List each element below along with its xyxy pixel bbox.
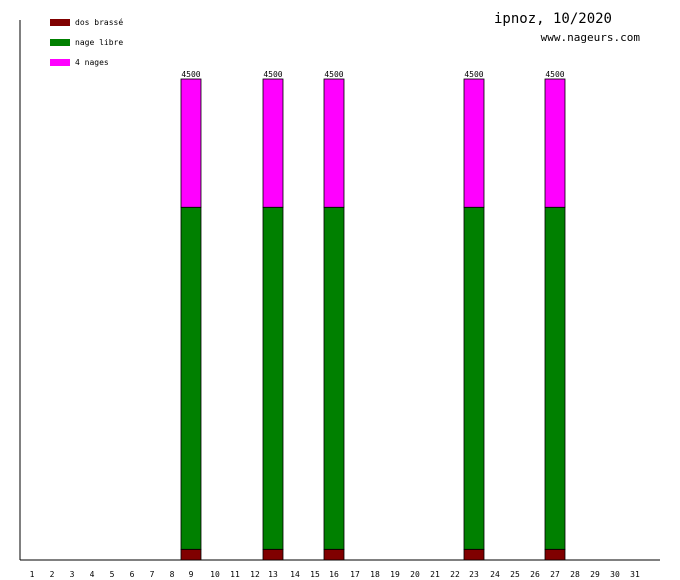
- legend-swatch-nage-libre: [50, 39, 70, 46]
- x-tick-label-2: 2: [50, 570, 55, 579]
- x-tick-label-21: 21: [430, 570, 440, 579]
- chart-subtitle: www.nageurs.com: [541, 31, 641, 44]
- legend-label-4-nages: 4 nages: [75, 58, 109, 67]
- legend: dos brassé nage libre 4 nages: [50, 17, 123, 67]
- bar-day-27-4-nages: [544, 78, 566, 208]
- x-tick-label-30: 30: [610, 570, 620, 579]
- data-label-day-9: 4500: [181, 70, 200, 79]
- data-labels: 4500 4500 4500 4500 4500: [181, 70, 564, 79]
- x-tick-label-5: 5: [110, 570, 115, 579]
- x-tick-label-4: 4: [90, 570, 95, 579]
- x-tick-label-7: 7: [150, 570, 155, 579]
- x-tick-label-17: 17: [350, 570, 360, 579]
- x-tick-label-25: 25: [510, 570, 520, 579]
- bar-day-16-dos-brasse: [323, 548, 345, 561]
- x-tick-label-11: 11: [230, 570, 240, 579]
- x-tick-label-14: 14: [290, 570, 300, 579]
- legend-swatch-dos-brasse: [50, 19, 70, 26]
- bar-day-27-nage-libre: [544, 206, 566, 550]
- x-tick-label-20: 20: [410, 570, 420, 579]
- bar-day-13-4-nages: [262, 78, 284, 208]
- x-tick-label-27: 27: [550, 570, 560, 579]
- x-tick-label-24: 24: [490, 570, 500, 579]
- bars: [180, 78, 566, 561]
- bar-day-16-4-nages: [323, 78, 345, 208]
- bar-day-9-nage-libre: [180, 206, 202, 550]
- x-tick-labels: 1 2 3 4 5 6 7 8 9 10 11 12 13 14 15 16 17 18 19 20 21 22 23 24 2…: [30, 570, 640, 579]
- x-tick-label-13: 13: [268, 570, 278, 579]
- data-label-day-23: 4500: [464, 70, 483, 79]
- x-tick-label-18: 18: [370, 570, 380, 579]
- bar-day-23-dos-brasse: [463, 548, 485, 561]
- x-tick-label-3: 3: [70, 570, 75, 579]
- data-label-day-27: 4500: [545, 70, 564, 79]
- bar-day-9-dos-brasse: [180, 548, 202, 561]
- chart-title: ipnoz, 10/2020: [494, 11, 612, 27]
- bar-day-23-nage-libre: [463, 206, 485, 550]
- x-tick-label-9: 9: [189, 570, 194, 579]
- x-tick-label-16: 16: [329, 570, 339, 579]
- x-tick-label-22: 22: [450, 570, 460, 579]
- bar-day-27-dos-brasse: [544, 548, 566, 561]
- x-tick-label-31: 31: [630, 570, 640, 579]
- x-tick-label-19: 19: [390, 570, 400, 579]
- x-tick-label-6: 6: [130, 570, 135, 579]
- bar-day-16-nage-libre: [323, 206, 345, 550]
- x-tick-label-26: 26: [530, 570, 540, 579]
- bar-day-23-4-nages: [463, 78, 485, 208]
- data-label-day-13: 4500: [263, 70, 282, 79]
- bar-day-13-dos-brasse: [262, 548, 284, 561]
- bar-day-13-nage-libre: [262, 206, 284, 550]
- legend-swatch-4-nages: [50, 59, 70, 66]
- legend-label-nage-libre: nage libre: [75, 38, 123, 47]
- bar-day-9-4-nages: [180, 78, 202, 208]
- legend-label-dos-brasse: dos brassé: [75, 17, 123, 27]
- x-tick-label-23: 23: [469, 570, 479, 579]
- x-tick-label-28: 28: [570, 570, 580, 579]
- x-tick-label-8: 8: [170, 570, 175, 579]
- data-label-day-16: 4500: [324, 70, 343, 79]
- x-tick-label-1: 1: [30, 570, 35, 579]
- x-tick-label-15: 15: [310, 570, 320, 579]
- x-tick-label-12: 12: [250, 570, 260, 579]
- x-tick-label-10: 10: [210, 570, 220, 579]
- x-tick-label-29: 29: [590, 570, 600, 579]
